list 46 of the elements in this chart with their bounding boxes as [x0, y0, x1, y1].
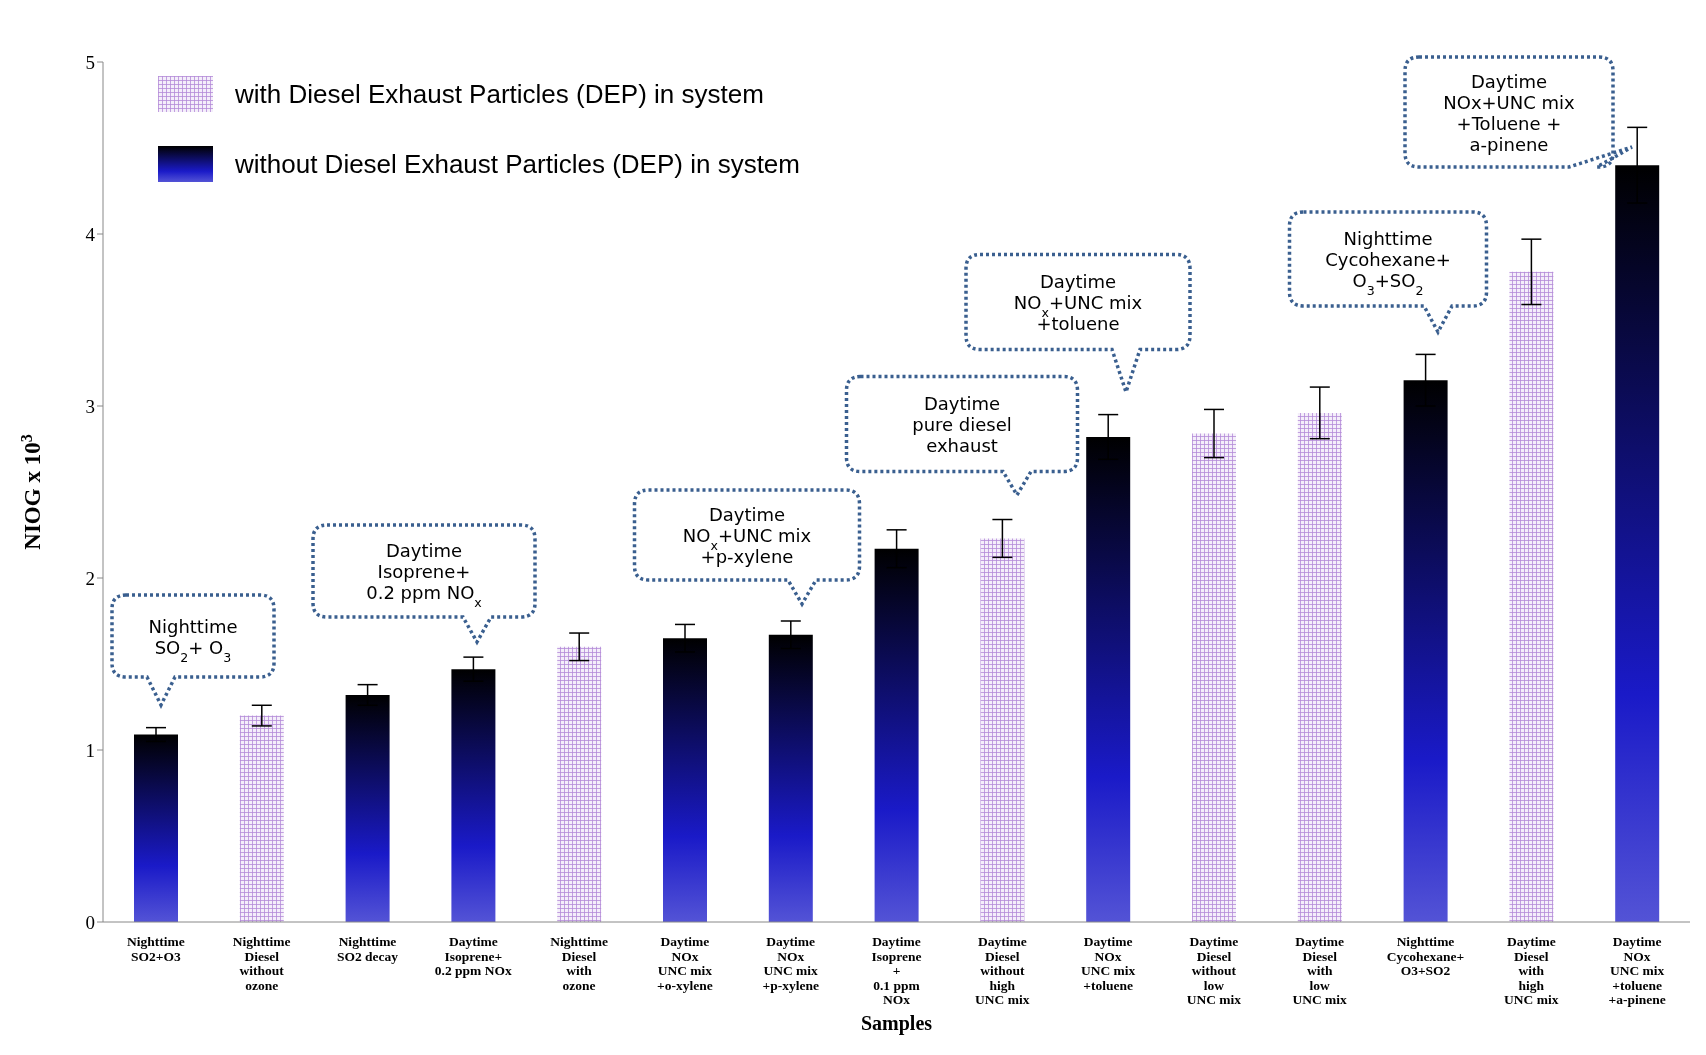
x-tick-label: Daytime Diesel without high UNC mix: [975, 934, 1030, 1007]
legend-label: with Diesel Exhaust Particles (DEP) in system: [235, 78, 764, 110]
bar: [557, 646, 602, 922]
x-tick-label: Daytime Isoprene+ 0.2 ppm NOx: [434, 934, 512, 978]
y-tick-label: 1: [85, 739, 95, 761]
x-tick-label: Nighttime SO2 decay: [336, 934, 399, 964]
x-tick-label: Daytime NOx UNC mix +o-xylene: [657, 934, 713, 993]
bar: [980, 538, 1025, 922]
x-tick-label: Nighttime Diesel with ozone: [550, 934, 608, 993]
bar: [1509, 271, 1554, 922]
annotation: Nighttime SO$_{2}$+ O$_{3}$: [148, 615, 238, 664]
bar: [451, 669, 496, 922]
bar: [345, 694, 390, 922]
bar: [1615, 165, 1660, 922]
y-tick-label: 5: [85, 51, 95, 73]
x-tick-label: Daytime Diesel with high UNC mix: [1504, 934, 1559, 1007]
y-tick-label: 4: [85, 223, 96, 245]
x-tick-label: Nighttime SO2+O3: [127, 934, 185, 964]
bar: [874, 548, 919, 922]
x-tick-label: Daytime Isoprene + 0.1 ppm NOx: [871, 934, 922, 1007]
y-tick-label: 2: [85, 567, 95, 589]
x-tick-label: Daytime Diesel without low UNC mix: [1186, 934, 1242, 1007]
x-axis-title: Samples: [860, 1012, 933, 1035]
x-tick-label: Daytime NOx UNC mix +toluene +a-pinene: [1608, 934, 1666, 1007]
x-tick-label: Nighttime Cycohexane+ O3+SO2: [1386, 934, 1465, 978]
bar: [239, 715, 284, 922]
bar: [663, 638, 707, 922]
x-tick-label: Daytime NOx UNC mix +toluene: [1080, 934, 1136, 993]
bar: [1192, 433, 1236, 922]
legend-label: without Diesel Exhaust Particles (DEP) in system: [235, 148, 800, 180]
x-tick-label: Nighttime Diesel without ozone: [232, 934, 291, 993]
annotation: Daytime NO$_{x}$+UNC mix +toluene: [1013, 271, 1143, 334]
x-tick-label: Daytime NOx UNC mix +p-xylene: [762, 934, 819, 993]
y-tick-label: 0: [85, 911, 95, 933]
annotation: Daytime NO$_{x}$+UNC mix +p-xylene: [682, 504, 812, 567]
bar: [134, 734, 178, 922]
annotation: Daytime pure diesel exhaust: [912, 393, 1012, 456]
bar: [768, 634, 813, 922]
bar: [1086, 436, 1131, 922]
annotation: Nighttime Cycohexane+ O$_{3}$+SO$_{2}$: [1325, 228, 1451, 298]
annotation: Daytime Isoprene+ 0.2 ppm NO$_{x}$: [366, 540, 483, 610]
bar: [1403, 380, 1448, 922]
y-tick-label: 3: [85, 395, 95, 417]
x-tick-label: Daytime Diesel with low UNC mix: [1292, 934, 1348, 1007]
bar: [1297, 412, 1342, 922]
annotation: Daytime NOx+UNC mix +Toluene + a-pinene: [1443, 70, 1576, 155]
